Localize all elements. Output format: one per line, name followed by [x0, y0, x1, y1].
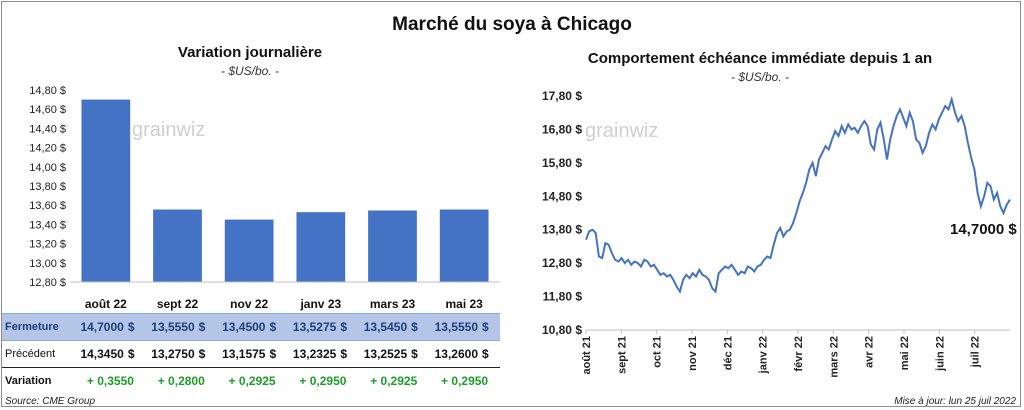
- bar: [153, 209, 202, 282]
- line-x-tick-label: mai 22: [899, 336, 911, 370]
- currency: $: [123, 313, 146, 341]
- previous-value: 13,2600: [429, 340, 478, 368]
- variation-value: + 0,2950: [441, 374, 489, 388]
- line-x-tick-label: févr 22: [793, 336, 805, 371]
- line-y-axis: 10,80 $ 11,80 $ 12,80 $ 13,80 $ 14,80 $ 15,80…: [542, 89, 582, 337]
- bar-y-tick-label: 13,80 $: [29, 181, 66, 193]
- bar-x-axis: août 22 sept 22 nov 22 janv 23 mars 23 mai 23: [70, 281, 500, 311]
- closing-value: 13,5450: [358, 313, 408, 341]
- closing-value: 14,7000: [75, 313, 124, 341]
- previous-value: 13,2525: [358, 340, 408, 368]
- bar-x-tick-label: sept 22: [157, 297, 199, 311]
- variation-value: + 0,2925: [228, 374, 276, 388]
- currency: $: [123, 340, 146, 368]
- bar-chart: 12,80 $ 13,00 $ 13,20 $ 13,40 $ 13,60 $ 13,80…: [29, 85, 500, 311]
- line-x-tick-label: janv 22: [758, 336, 770, 374]
- bar-x-tick-label: mars 23: [370, 297, 416, 311]
- bar-y-tick-label: 14,00 $: [29, 162, 66, 174]
- previous-value: 14,3450: [75, 340, 124, 368]
- currency: $: [336, 340, 359, 368]
- line-chart: grainwiz 10,80 $ 11,80 $ 12,80 $ 13,80 $ 14,…: [542, 89, 1017, 378]
- previous-row: Précédent 14,3450 $ 13,2750 $ 13,1575 $ 13,…: [2, 340, 500, 368]
- currency: $: [265, 340, 288, 368]
- currency: $: [407, 340, 430, 368]
- closing-row: Fermeture 14,7000 $ 13,5550 $ 13,4500 $ 13,…: [2, 313, 500, 341]
- closing-label: Fermeture: [2, 313, 75, 341]
- bar-x-tick-label: nov 22: [230, 297, 268, 311]
- currency: $: [336, 313, 359, 341]
- bar-x-tick-label: mai 23: [445, 297, 483, 311]
- line-x-axis: août 21 sept 21 oct 21 nov 21 déc 21 janv 22 f…: [581, 329, 1010, 378]
- bar-y-tick-label: 13,40 $: [29, 219, 66, 231]
- line-y-tick-label: 12,80 $: [542, 256, 582, 270]
- currency: $: [478, 340, 500, 368]
- last-value-label: 14,7000 $: [950, 221, 1017, 238]
- bar-y-tick-label: 14,60 $: [29, 104, 66, 116]
- right-chart-subtitle: - $US/bo. -: [730, 70, 790, 84]
- line-x-tick-label: avr 22: [864, 336, 876, 368]
- bar: [81, 99, 131, 282]
- line-x-tick-label: déc 21: [722, 336, 734, 370]
- right-watermark: grainwiz: [585, 120, 658, 142]
- source-note: Source: CME Group: [5, 396, 96, 407]
- left-watermark: grainwiz: [132, 119, 205, 141]
- currency: $: [194, 340, 217, 368]
- bar-x-tick-label: janv 23: [299, 297, 341, 311]
- currency: $: [478, 313, 500, 341]
- variation-value: + 0,2800: [157, 374, 205, 388]
- line-y-tick-label: 13,80 $: [542, 223, 582, 237]
- currency: $: [265, 313, 288, 341]
- right-chart-title: Comportement échéance immédiate depuis 1…: [587, 50, 933, 67]
- main-title: Marché du soya à Chicago: [392, 14, 632, 35]
- bar-x-tick-label: août 22: [85, 297, 127, 311]
- line-y-tick-label: 10,80 $: [542, 323, 582, 337]
- line-x-tick-label: nov 21: [687, 336, 699, 371]
- previous-label: Précédent: [2, 340, 75, 368]
- line-x-tick-label: mars 22: [828, 336, 840, 378]
- variation-row: Variation + 0,3550 + 0,2800 + 0,2925 + 0…: [2, 368, 500, 395]
- currency: $: [407, 313, 430, 341]
- variation-value: + 0,2925: [370, 374, 418, 388]
- price-table: Fermeture 14,7000 $ 13,5550 $ 13,4500 $ 13,…: [2, 313, 500, 394]
- closing-value: 13,4500: [216, 313, 266, 341]
- previous-value: 13,2325: [287, 340, 337, 368]
- previous-value: 13,2750: [145, 340, 195, 368]
- line-x-tick-label: juin 22: [934, 336, 946, 372]
- line-x-tick-label: oct 21: [652, 336, 664, 368]
- variation-value: + 0,2950: [299, 374, 347, 388]
- variation-label: Variation: [5, 375, 52, 387]
- bar: [296, 212, 346, 282]
- bar-y-tick-label: 13,00 $: [29, 258, 66, 270]
- line-x-tick-label: juil 22: [970, 336, 982, 368]
- bar: [224, 219, 274, 282]
- bar-y-tick-label: 14,80 $: [29, 85, 66, 97]
- line-y-tick-label: 11,80 $: [543, 290, 583, 304]
- bar-y-tick-label: 14,40 $: [29, 123, 66, 135]
- line-y-tick-label: 14,80 $: [542, 189, 582, 203]
- left-chart-title: Variation journalière: [177, 44, 323, 61]
- line-y-tick-label: 15,80 $: [542, 156, 582, 170]
- bar: [368, 210, 417, 282]
- bar-y-tick-label: 12,80 $: [29, 277, 66, 289]
- bar-y-tick-label: 13,60 $: [29, 200, 66, 212]
- bar-series: [81, 99, 489, 282]
- closing-value: 13,5275: [287, 313, 337, 341]
- closing-value: 13,5550: [429, 313, 478, 341]
- bar-y-axis: 12,80 $ 13,00 $ 13,20 $ 13,40 $ 13,60 $ 13,80…: [29, 85, 66, 289]
- update-note: Mise à jour: lun 25 juil 2022: [894, 396, 1016, 407]
- left-chart-subtitle: - $US/bo. -: [220, 64, 280, 78]
- line-x-tick-label: sept 21: [616, 336, 628, 374]
- bar-y-tick-label: 14,20 $: [29, 143, 66, 155]
- line-y-tick-label: 17,80 $: [542, 89, 582, 103]
- line-y-tick-label: 16,80 $: [542, 122, 582, 136]
- closing-value: 13,5550: [145, 313, 195, 341]
- previous-value: 13,1575: [216, 340, 266, 368]
- price-line: [585, 95, 1011, 295]
- variation-value: + 0,3550: [86, 374, 134, 388]
- bar-y-tick-label: 13,20 $: [29, 239, 66, 251]
- bar: [439, 209, 489, 282]
- currency: $: [194, 313, 217, 341]
- line-x-tick-label: août 21: [581, 336, 593, 375]
